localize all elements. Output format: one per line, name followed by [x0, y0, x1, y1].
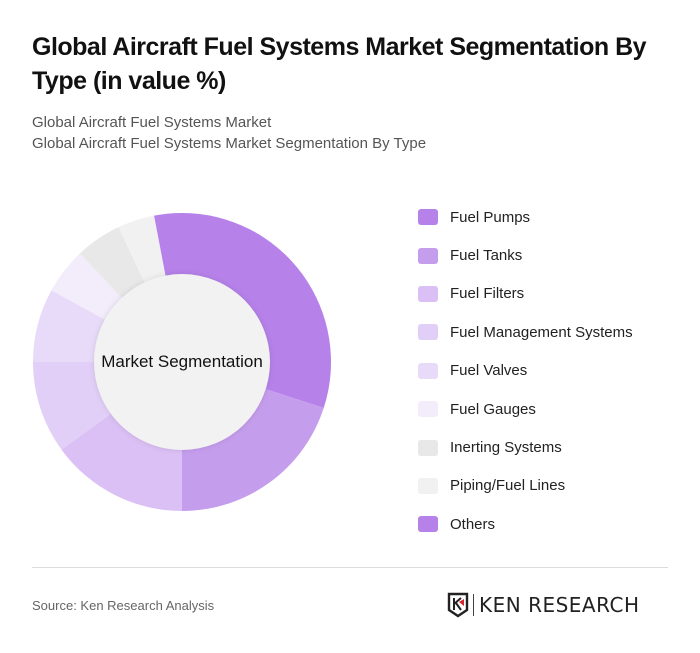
legend-label: Others: [450, 515, 496, 533]
subtitle: Global Aircraft Fuel Systems Market Glob…: [32, 112, 426, 154]
legend-swatch: [418, 516, 438, 533]
donut-chart: Market Segmentation: [30, 210, 334, 514]
legend-label: Fuel Management Systems: [450, 323, 633, 341]
legend-label: Fuel Valves: [450, 362, 528, 380]
page-title: Global Aircraft Fuel Systems Market Segm…: [32, 33, 647, 95]
legend-item-fuel-pumps[interactable]: Fuel Pumps: [418, 198, 633, 236]
legend-swatch: [418, 285, 438, 302]
legend-swatch: [418, 439, 438, 456]
legend-swatch: [418, 362, 438, 379]
legend-label: Fuel Filters: [450, 285, 525, 303]
legend-label: Fuel Tanks: [450, 247, 523, 265]
logo-text: KEN RESEARCH: [479, 593, 640, 617]
legend-swatch: [418, 401, 438, 418]
donut-center: [94, 274, 270, 450]
subtitle-line-1: Global Aircraft Fuel Systems Market: [32, 114, 272, 131]
legend-item-fuel-valves[interactable]: Fuel Valves: [418, 352, 633, 390]
legend-swatch: [418, 324, 438, 341]
legend-label: Fuel Gauges: [450, 400, 536, 418]
legend-label: Piping/Fuel Lines: [450, 477, 566, 495]
legend: Fuel Pumps Fuel Tanks Fuel Filters Fuel …: [418, 198, 633, 544]
legend-item-fuel-gauges[interactable]: Fuel Gauges: [418, 390, 633, 428]
legend-item-fuel-management-systems[interactable]: Fuel Management Systems: [418, 313, 633, 351]
ken-research-logo: KEN RESEARCH: [447, 592, 640, 618]
legend-swatch: [418, 209, 438, 226]
legend-item-fuel-tanks[interactable]: Fuel Tanks: [418, 236, 633, 274]
logo-separator: [473, 594, 474, 616]
legend-label: Fuel Pumps: [450, 208, 531, 226]
legend-item-inerting-systems[interactable]: Inerting Systems: [418, 428, 633, 466]
legend-item-fuel-filters[interactable]: Fuel Filters: [418, 275, 633, 313]
legend-item-others[interactable]: Others: [418, 505, 633, 543]
legend-swatch: [418, 247, 438, 264]
legend-swatch: [418, 477, 438, 494]
legend-item-piping-fuel-lines[interactable]: Piping/Fuel Lines: [418, 467, 633, 505]
subtitle-line-2: Global Aircraft Fuel Systems Market Segm…: [32, 135, 427, 152]
legend-label: Inerting Systems: [450, 439, 562, 457]
source-note: Source: Ken Research Analysis: [32, 598, 215, 613]
donut-svg: [33, 213, 331, 511]
footer-divider: [32, 567, 668, 568]
ken-shield-icon: [447, 592, 469, 618]
